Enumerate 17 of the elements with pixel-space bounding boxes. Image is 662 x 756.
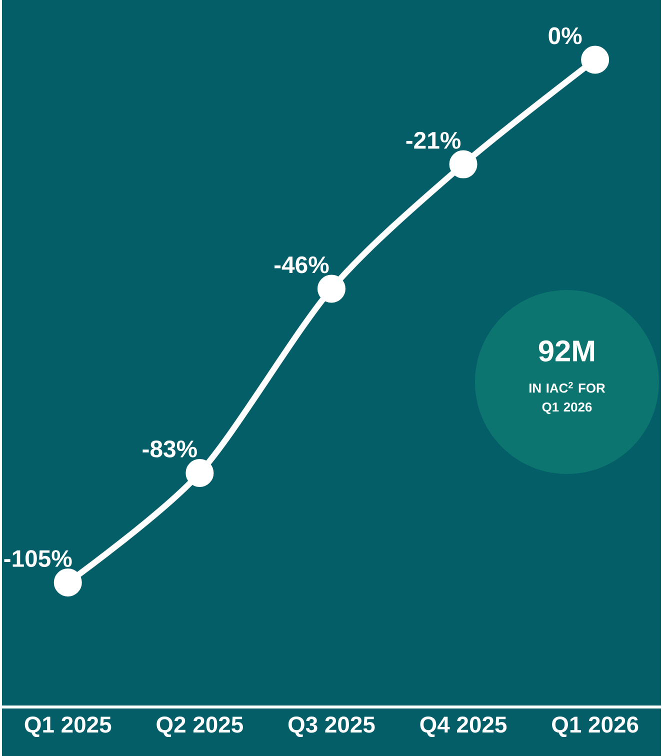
point (54, 568, 82, 597)
x-tick-label: Q1 2026 (552, 716, 638, 738)
data-label: -105% (4, 550, 72, 568)
point (449, 150, 478, 178)
x-tick-label: Q1 2025 (24, 716, 111, 738)
point (185, 458, 214, 487)
x-tick-label: Q3 2025 (288, 716, 375, 738)
x-tick-label: Q4 2025 (420, 716, 506, 738)
annotation: 92M (538, 340, 594, 362)
data-label: -46% (274, 256, 329, 274)
annotation: IN IAC$^{2}$ FOR Q1 2026 (529, 382, 605, 414)
data-label: -83% (142, 440, 197, 458)
data-label: -21% (406, 132, 460, 149)
x-tick-label: Q2 2025 (156, 716, 243, 738)
data-label: 0% (548, 27, 582, 44)
point (317, 274, 346, 303)
point (580, 46, 609, 74)
